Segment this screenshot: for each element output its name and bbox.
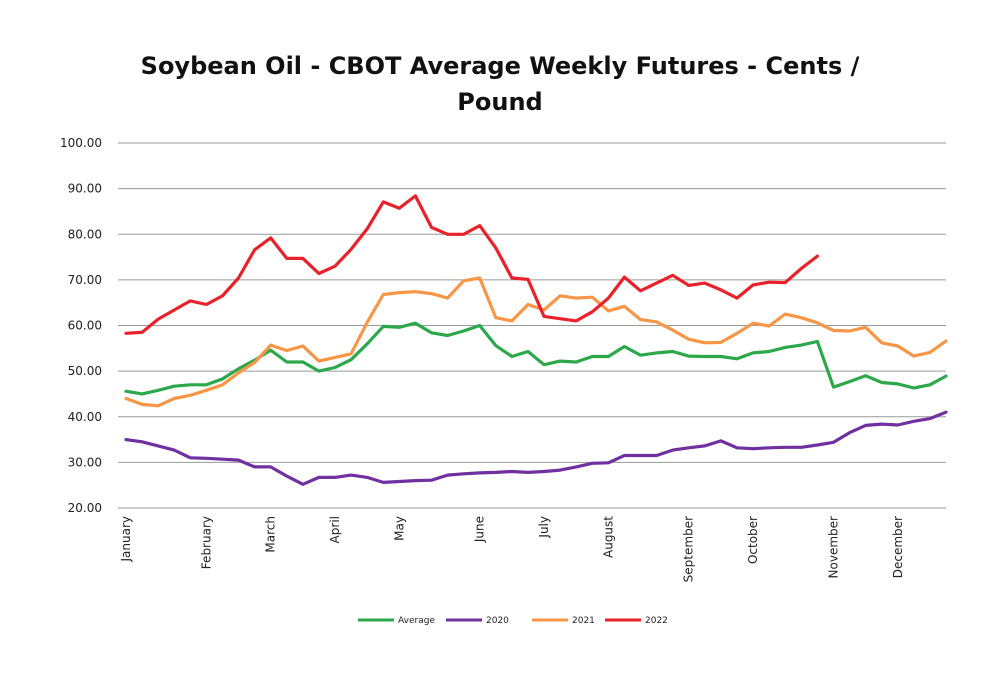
x-tick-label: October [746,516,760,564]
legend-label: 2021 [572,616,595,626]
series-line-2022 [124,194,820,335]
y-tick-label: 30.00 [68,455,102,469]
y-tick-label: 100.00 [60,136,102,150]
x-tick-label: March [264,516,278,553]
series-line-2021 [124,276,948,408]
y-tick-label: 40.00 [68,410,102,424]
y-tick-label: 70.00 [68,273,102,287]
legend-label: 2020 [486,616,509,626]
x-tick-label: April [328,516,342,543]
x-tick-label: July [537,516,551,539]
x-tick-label: September [682,516,696,582]
y-tick-label: 90.00 [68,182,102,196]
x-tick-label: November [826,516,840,578]
x-tick-label: August [601,516,615,558]
y-tick-label: 20.00 [68,501,102,515]
y-tick-label: 80.00 [68,227,102,241]
series-line-2020 [124,410,948,486]
chart-title: Soybean Oil - CBOT Average Weekly Future… [140,52,860,116]
series-line-average [124,321,948,396]
x-tick-label: June [473,516,487,543]
legend-label: Average [398,616,435,626]
x-tick-label: February [199,516,213,569]
x-tick-label: December [891,516,905,578]
y-tick-label: 50.00 [68,364,102,378]
x-tick-label: May [392,516,406,541]
y-tick-label: 60.00 [68,319,102,333]
legend-label: 2022 [645,616,668,626]
x-tick-label: January [119,516,133,563]
